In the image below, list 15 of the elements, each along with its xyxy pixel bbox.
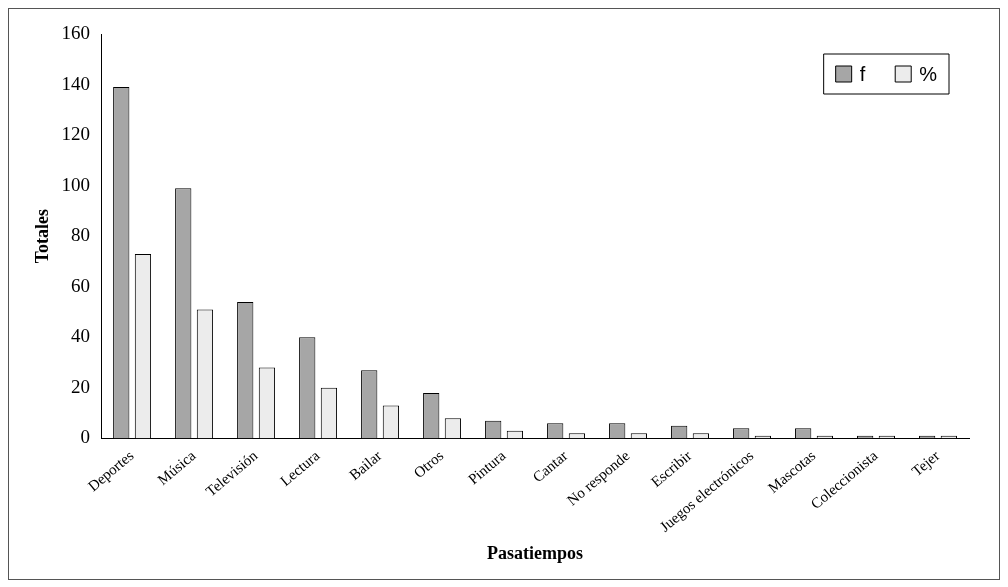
legend-label: %: [919, 62, 938, 85]
y-tick-label: 80: [71, 224, 91, 246]
y-tick-label: 160: [61, 21, 91, 43]
y-tick-label: 60: [71, 274, 91, 296]
y-tick-label: 140: [61, 72, 91, 94]
y-axis-title: Totales: [32, 209, 53, 264]
x-tick-label: Tejer: [908, 447, 943, 480]
y-tick-label: 40: [71, 325, 91, 347]
legend-label: f: [859, 62, 866, 85]
x-axis-title: Pasatiempos: [487, 542, 584, 563]
y-tick-label: 20: [71, 375, 91, 397]
x-tick-label: Otros: [410, 447, 447, 481]
y-tick-label: 120: [61, 123, 91, 145]
y-tick-label: 100: [61, 173, 91, 195]
y-tick-label: 0: [80, 426, 91, 448]
